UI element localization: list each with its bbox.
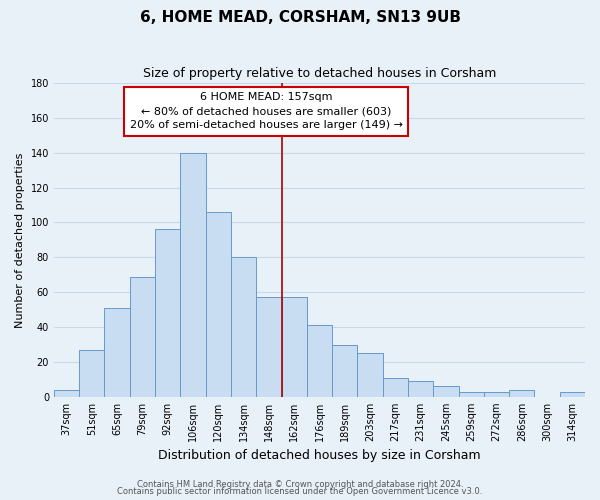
Bar: [256, 298, 281, 397]
Y-axis label: Number of detached properties: Number of detached properties: [15, 152, 25, 328]
Bar: [509, 390, 535, 397]
Bar: [332, 344, 358, 397]
Bar: [484, 392, 509, 397]
X-axis label: Distribution of detached houses by size in Corsham: Distribution of detached houses by size …: [158, 450, 481, 462]
Bar: [307, 326, 332, 397]
Text: 6 HOME MEAD: 157sqm
← 80% of detached houses are smaller (603)
20% of semi-detac: 6 HOME MEAD: 157sqm ← 80% of detached ho…: [130, 92, 403, 130]
Bar: [231, 258, 256, 397]
Bar: [560, 392, 585, 397]
Text: 6, HOME MEAD, CORSHAM, SN13 9UB: 6, HOME MEAD, CORSHAM, SN13 9UB: [139, 10, 461, 25]
Bar: [408, 381, 433, 397]
Bar: [130, 276, 155, 397]
Bar: [458, 392, 484, 397]
Bar: [358, 353, 383, 397]
Bar: [79, 350, 104, 397]
Bar: [54, 390, 79, 397]
Bar: [281, 298, 307, 397]
Bar: [383, 378, 408, 397]
Bar: [433, 386, 458, 397]
Bar: [206, 212, 231, 397]
Bar: [181, 153, 206, 397]
Title: Size of property relative to detached houses in Corsham: Size of property relative to detached ho…: [143, 68, 496, 80]
Bar: [104, 308, 130, 397]
Text: Contains public sector information licensed under the Open Government Licence v3: Contains public sector information licen…: [118, 487, 482, 496]
Bar: [155, 230, 181, 397]
Text: Contains HM Land Registry data © Crown copyright and database right 2024.: Contains HM Land Registry data © Crown c…: [137, 480, 463, 489]
